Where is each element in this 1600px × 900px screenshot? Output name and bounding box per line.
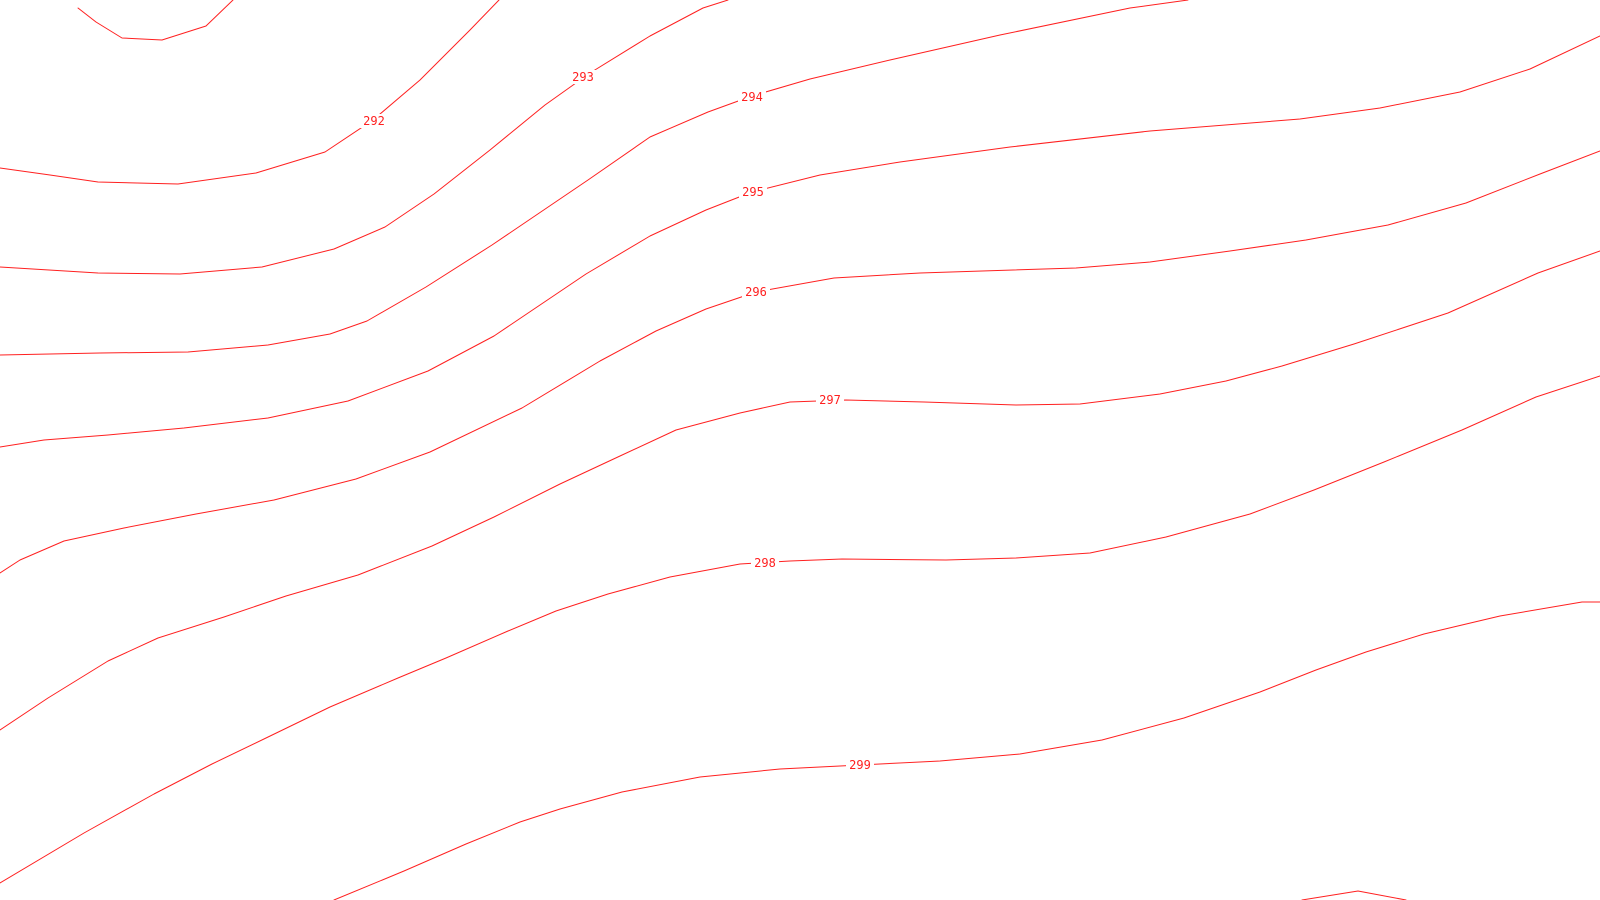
contour-label-294: 294 [738, 90, 766, 104]
contour-label-293-text: 293 [572, 70, 594, 84]
contour-line-292 [0, 0, 500, 185]
contour-line-293 [0, 0, 729, 275]
contour-line-298 [0, 375, 1600, 884]
contour-label-295: 295 [739, 185, 767, 199]
contour-label-299: 299 [846, 758, 874, 772]
contour-label-292: 292 [360, 114, 388, 128]
contour-line-295 [0, 35, 1600, 448]
contour-line-top-loop [77, 0, 234, 41]
contour-label-297-text: 297 [819, 393, 841, 407]
contour-line-296 [0, 150, 1600, 574]
contour-label-298: 298 [751, 556, 779, 570]
contour-label-299-text: 299 [849, 758, 871, 772]
contour-line-299 [333, 601, 1600, 900]
contour-label-293: 293 [569, 70, 597, 84]
contour-label-292-text: 292 [363, 114, 385, 128]
contour-line-297 [0, 250, 1600, 731]
contour-label-294-text: 294 [741, 90, 763, 104]
contour-label-296: 296 [742, 285, 770, 299]
contour-label-296-text: 296 [745, 285, 767, 299]
contour-line-294 [0, 0, 1189, 356]
contour-label-297: 297 [816, 393, 844, 407]
contour-line-bottom-small [1301, 890, 1407, 900]
contour-label-295-text: 295 [742, 185, 764, 199]
contour-label-298-text: 298 [754, 556, 776, 570]
